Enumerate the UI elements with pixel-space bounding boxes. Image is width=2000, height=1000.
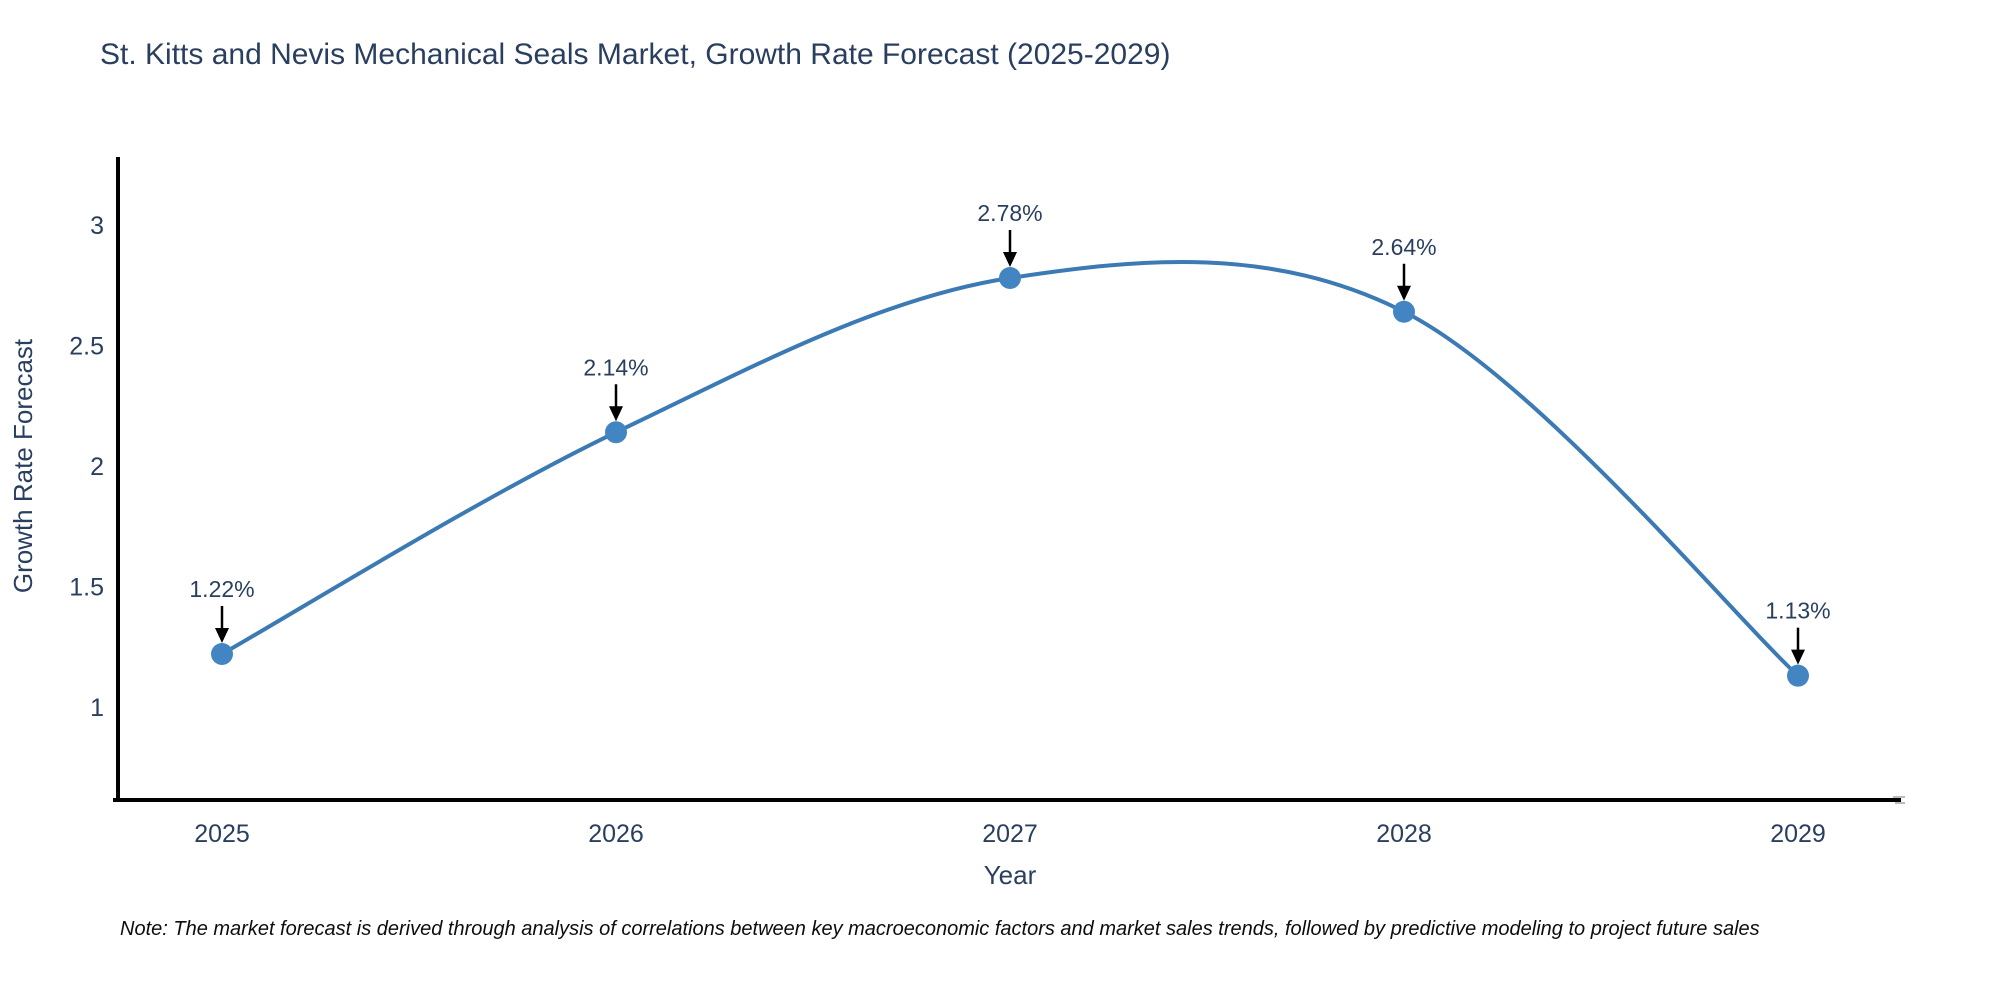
y-axis-title: Growth Rate Forecast bbox=[8, 338, 38, 593]
chart-footnote: Note: The market forecast is derived thr… bbox=[120, 918, 1760, 940]
x-axis-title: Year bbox=[984, 860, 1037, 890]
x-tick-label: 2027 bbox=[982, 820, 1038, 848]
x-tick-label: 2028 bbox=[1376, 820, 1432, 848]
data-point-label: 1.22% bbox=[189, 576, 254, 602]
annotation-arrowhead-icon bbox=[1397, 285, 1411, 301]
data-point-label: 2.78% bbox=[977, 200, 1042, 226]
data-point-label: 2.64% bbox=[1371, 234, 1436, 260]
data-point-marker[interactable] bbox=[1393, 300, 1415, 323]
data-point-marker[interactable] bbox=[211, 642, 233, 665]
x-tick-label: 2029 bbox=[1770, 820, 1826, 848]
y-tick-label: 3 bbox=[90, 212, 104, 240]
data-point-label: 1.13% bbox=[1765, 598, 1830, 624]
y-tick-label: 1.5 bbox=[69, 574, 104, 602]
annotation-arrowhead-icon bbox=[1791, 649, 1805, 665]
annotation-arrowhead-icon bbox=[215, 627, 229, 643]
annotation-arrowhead-icon bbox=[1003, 252, 1017, 268]
x-tick-label: 2025 bbox=[194, 820, 250, 848]
data-point-marker[interactable] bbox=[605, 421, 627, 444]
y-tick-label: 2.5 bbox=[69, 333, 104, 361]
trend-line bbox=[220, 260, 1800, 678]
data-point-marker[interactable] bbox=[999, 267, 1021, 290]
annotation-arrowhead-icon bbox=[609, 406, 623, 422]
data-point-label: 2.14% bbox=[583, 354, 648, 380]
y-tick-label: 2 bbox=[90, 453, 104, 481]
y-tick-label: 1 bbox=[90, 694, 104, 722]
chart-title: St. Kitts and Nevis Mechanical Seals Mar… bbox=[100, 38, 1171, 71]
x-tick-label: 2026 bbox=[588, 820, 644, 848]
edge-artifact bbox=[1893, 796, 1907, 810]
data-point-marker[interactable] bbox=[1787, 664, 1809, 687]
